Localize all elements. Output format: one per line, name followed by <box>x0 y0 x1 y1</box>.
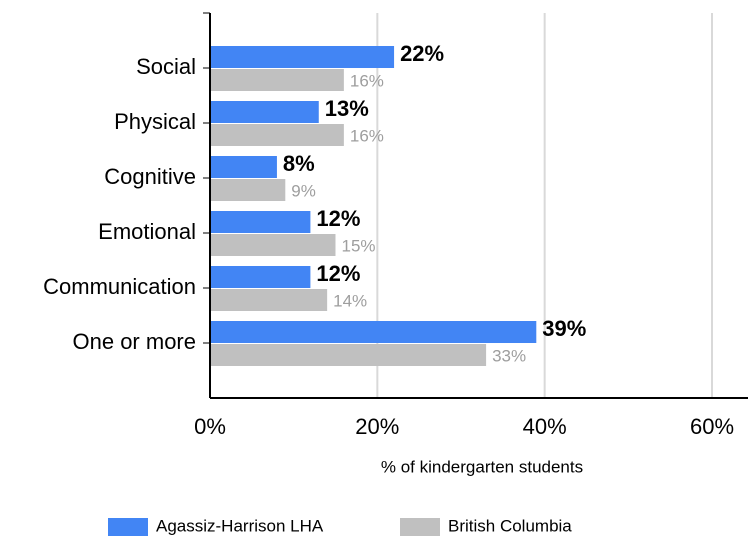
value-label: 12% <box>316 206 360 231</box>
y-tick-label: Emotional <box>98 219 196 244</box>
y-tick-label: One or more <box>73 329 197 354</box>
y-tick-label: Social <box>136 54 196 79</box>
value-label: 39% <box>542 316 586 341</box>
x-tick-label: 20% <box>355 414 399 439</box>
bar <box>210 124 344 146</box>
legend-label: British Columbia <box>448 516 572 535</box>
bar <box>210 179 286 201</box>
value-label: 12% <box>316 261 360 286</box>
bar <box>210 101 319 123</box>
y-tick-label: Cognitive <box>104 164 196 189</box>
bar <box>210 321 537 343</box>
bar <box>210 156 277 178</box>
value-label: 15% <box>342 236 376 255</box>
bar <box>210 69 344 91</box>
value-label: 33% <box>492 346 526 365</box>
bar <box>210 234 336 256</box>
bar <box>210 46 395 68</box>
x-tick-label: 60% <box>690 414 734 439</box>
x-axis-label: % of kindergarten students <box>381 457 583 476</box>
legend-label: Agassiz-Harrison LHA <box>156 516 324 535</box>
legend-swatch <box>108 518 148 536</box>
x-tick-label: 0% <box>194 414 226 439</box>
value-label: 16% <box>350 71 384 90</box>
y-tick-label: Physical <box>114 109 196 134</box>
value-label: 16% <box>350 126 384 145</box>
value-label: 22% <box>400 41 444 66</box>
bar <box>210 211 311 233</box>
bar <box>210 266 311 288</box>
x-tick-label: 40% <box>523 414 567 439</box>
y-tick-label: Communication <box>43 274 196 299</box>
value-label: 9% <box>291 181 316 200</box>
legend-swatch <box>400 518 440 536</box>
value-label: 13% <box>325 96 369 121</box>
value-label: 14% <box>333 291 367 310</box>
bar <box>210 344 487 366</box>
bar <box>210 289 328 311</box>
value-label: 8% <box>283 151 315 176</box>
